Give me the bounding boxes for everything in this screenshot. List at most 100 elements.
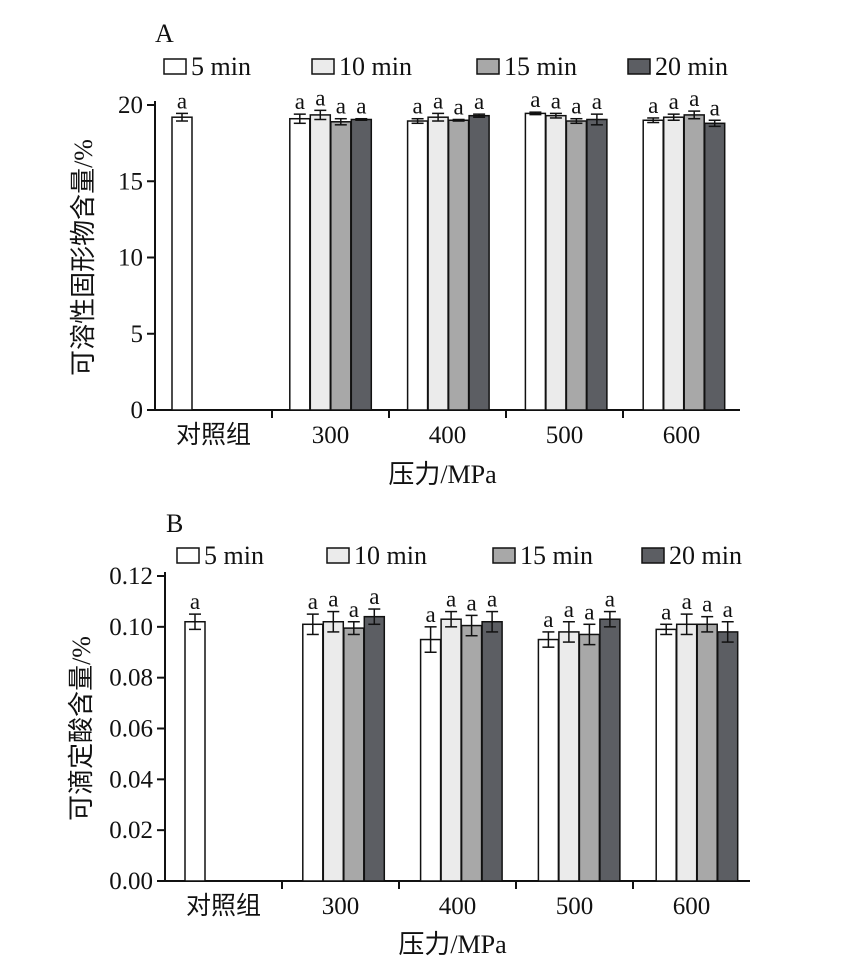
x-tick-label: 对照组 xyxy=(186,892,261,920)
bar xyxy=(642,119,664,411)
bar xyxy=(716,631,739,882)
x-tick-label: 400 xyxy=(429,422,467,449)
significance-label: a xyxy=(349,597,359,622)
bar xyxy=(440,618,462,882)
bar xyxy=(524,112,547,411)
legend-swatch xyxy=(163,58,187,75)
bar xyxy=(322,621,345,882)
bar xyxy=(289,117,311,411)
panel-label: B xyxy=(166,509,183,538)
significance-label: a xyxy=(487,587,497,612)
bar xyxy=(171,116,193,411)
significance-label: a xyxy=(466,590,476,615)
x-tick-label: 500 xyxy=(556,893,594,920)
significance-label: a xyxy=(177,88,187,113)
bar xyxy=(468,114,490,411)
y-tick-label: 5 xyxy=(131,321,144,348)
significance-label: a xyxy=(648,93,658,118)
bar xyxy=(537,638,560,882)
significance-label: a xyxy=(356,94,366,119)
bar xyxy=(545,114,567,411)
legend-swatch xyxy=(326,547,350,564)
significance-label: a xyxy=(474,89,484,114)
bar xyxy=(350,118,373,411)
legend-label: 15 min xyxy=(520,541,593,570)
significance-label: a xyxy=(710,95,720,120)
bar xyxy=(460,624,483,882)
x-tick-label: 500 xyxy=(546,422,584,449)
significance-label: a xyxy=(369,584,379,609)
legend-swatch xyxy=(311,58,335,75)
y-axis-title: 可溶性固形物含量/% xyxy=(69,139,98,376)
y-tick-label: 0.10 xyxy=(109,614,153,641)
significance-label: a xyxy=(564,597,574,622)
significance-label: a xyxy=(682,589,692,614)
legend-label: 10 min xyxy=(339,52,412,81)
bar xyxy=(675,623,698,882)
bar xyxy=(683,114,705,411)
y-tick-label: 20 xyxy=(118,92,143,119)
significance-label: a xyxy=(723,597,733,622)
legend-swatch xyxy=(476,58,500,75)
significance-label: a xyxy=(584,599,594,624)
legend-label: 15 min xyxy=(504,52,577,81)
x-axis-title: 压力/MPa xyxy=(388,460,497,489)
significance-label: a xyxy=(336,94,346,119)
significance-label: a xyxy=(315,85,325,110)
significance-label: a xyxy=(425,602,435,627)
bar xyxy=(599,618,621,882)
bar xyxy=(586,118,608,411)
significance-label: a xyxy=(543,607,553,632)
significance-label: a xyxy=(702,592,712,617)
significance-label: a xyxy=(412,94,422,119)
panel-b: B 5 min 10 min 15 min 20 min 0.00 0.02 0.04 0.06… xyxy=(67,509,750,959)
significance-label: a xyxy=(661,599,671,624)
legend-swatch xyxy=(627,58,651,75)
significance-label: a xyxy=(433,88,443,113)
y-tick-label: 0.00 xyxy=(109,868,153,895)
bar xyxy=(406,120,429,411)
y-tick-label: 0.12 xyxy=(109,563,153,590)
bar xyxy=(662,116,685,411)
significance-label: a xyxy=(308,589,318,614)
panel-a: A 5 min 10 min 15 min 20 min 0 5 10 15 20 对照组 300 40… xyxy=(69,19,740,489)
panel-label: A xyxy=(155,19,174,48)
y-tick-label: 0.06 xyxy=(109,716,153,743)
bar xyxy=(481,621,503,882)
significance-label: a xyxy=(551,88,561,113)
bar xyxy=(302,623,324,882)
y-tick-label: 0 xyxy=(131,397,144,424)
bar xyxy=(565,120,588,411)
bar xyxy=(703,122,726,411)
bar xyxy=(309,114,332,411)
bar xyxy=(578,633,601,882)
significance-label: a xyxy=(605,587,615,612)
significance-label: a xyxy=(295,89,305,114)
significance-label: a xyxy=(190,589,200,614)
significance-label: a xyxy=(571,94,581,119)
y-tick-label: 0.04 xyxy=(109,766,153,793)
x-tick-label: 400 xyxy=(439,893,477,920)
y-tick-label: 0.02 xyxy=(109,817,153,844)
significance-label: a xyxy=(328,587,338,612)
x-tick-label: 600 xyxy=(673,893,711,920)
significance-label: a xyxy=(446,587,456,612)
legend-label: 20 min xyxy=(655,52,728,81)
legend-swatch xyxy=(492,547,516,564)
x-tick-label: 对照组 xyxy=(176,421,251,449)
legend-label: 5 min xyxy=(204,541,264,570)
y-axis-title: 可滴定酸含量/% xyxy=(67,636,96,821)
significance-label: a xyxy=(689,86,699,111)
legend-label: 20 min xyxy=(669,541,742,570)
bar xyxy=(558,631,580,882)
bar xyxy=(427,116,449,411)
significance-label: a xyxy=(530,87,540,112)
legend-swatch xyxy=(176,547,200,564)
significance-label: a xyxy=(669,89,679,114)
significance-label: a xyxy=(592,89,602,114)
bar xyxy=(447,119,470,411)
bar xyxy=(655,628,677,882)
x-axis-title: 压力/MPa xyxy=(398,930,507,959)
legend-label: 10 min xyxy=(354,541,427,570)
bar xyxy=(419,638,442,882)
